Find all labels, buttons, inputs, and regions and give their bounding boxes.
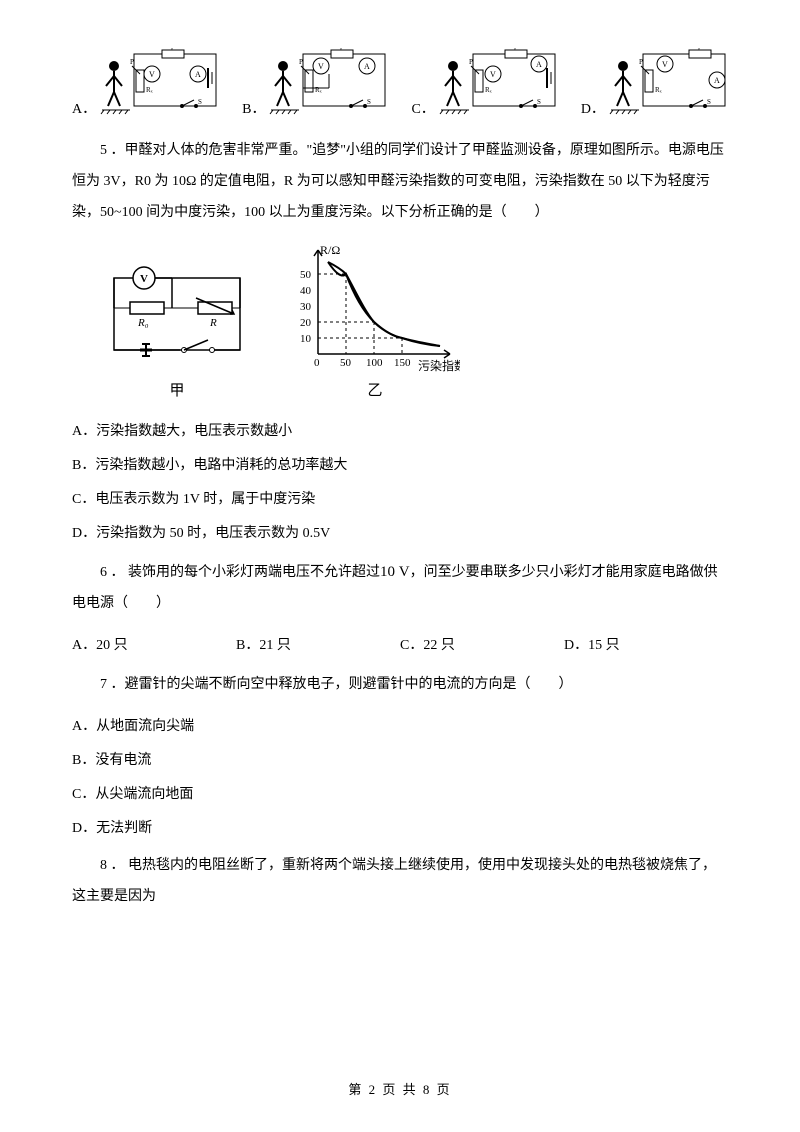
q5-stem: 5 ．甲醛对人体的危害非常严重。"追梦"小组的同学们设计了甲醛监测设备，原理如图…: [72, 136, 728, 228]
q7-stem: 7 ．避雷针的尖端不断向空中释放电子，则避雷针中的电流的方向是（ ）: [72, 670, 728, 701]
q4-opt-d-label: D．: [581, 98, 605, 118]
svg-text:Rₓ: Rₓ: [655, 86, 663, 94]
q5-graph-caption: 乙: [290, 379, 460, 400]
svg-text:R: R: [209, 317, 217, 329]
svg-text:Rₓ: Rₓ: [485, 86, 493, 94]
svg-text:Rₓ: Rₓ: [315, 86, 323, 94]
svg-text:R₀: R₀: [335, 48, 343, 50]
q5-graph-figure: R/Ω 污染指数 10 20 30 40 50 0 50 100 150: [290, 244, 460, 400]
q4-circuit-b-icon: R₀ V A P Rₓ S: [269, 48, 389, 118]
svg-text:S: S: [198, 98, 202, 106]
svg-text:V: V: [140, 273, 148, 285]
q6-opt-a: A．20 只: [72, 634, 236, 654]
q7-opt-d: D．无法判断: [72, 817, 728, 837]
svg-text:20: 20: [300, 317, 312, 329]
q4-circuit-c-icon: R₀ V A P Rₓ S: [439, 48, 559, 118]
q5-circuit-figure: V R₀ R: [102, 264, 252, 400]
svg-text:A: A: [364, 62, 370, 71]
q5-circuit-caption: 甲: [102, 379, 252, 400]
q6-opt-b: B．21 只: [236, 634, 400, 654]
svg-text:P: P: [299, 58, 303, 66]
q5-circuit-icon: V R₀ R: [102, 264, 252, 374]
q4-opt-c-label: C．: [411, 98, 434, 118]
q5-opt-a: A．污染指数越大，电压表示数越小: [72, 420, 728, 440]
svg-text:S: S: [707, 98, 711, 106]
svg-text:P: P: [469, 58, 473, 66]
svg-text:V: V: [318, 62, 324, 71]
q6-stem-a: 6 ． 装饰用的每个小彩灯两端电压不允许超过: [100, 565, 380, 580]
svg-text:10: 10: [300, 333, 312, 345]
q7-opt-b: B．没有电流: [72, 749, 728, 769]
svg-text:P: P: [130, 58, 134, 66]
q5-ylabel: R/Ω: [320, 244, 340, 257]
q4-options-row: A． R₀ V A: [72, 48, 728, 118]
svg-text:R₀: R₀: [166, 48, 174, 50]
svg-text:A: A: [195, 70, 201, 79]
svg-text:A: A: [714, 76, 720, 85]
svg-text:Rₓ: Rₓ: [146, 86, 154, 94]
q4-option-d: D． R₀ V A P Rₓ S: [581, 48, 729, 118]
svg-text:S: S: [537, 98, 541, 106]
q5-options: A．污染指数越大，电压表示数越小 B．污染指数越小，电路中消耗的总功率越大 C．…: [72, 420, 728, 542]
svg-text:P: P: [639, 58, 643, 66]
svg-text:50: 50: [300, 269, 312, 281]
q6-stem: 6 ． 装饰用的每个小彩灯两端电压不允许超过10 V，问至少要串联多少只小彩灯才…: [72, 556, 728, 620]
svg-text:V: V: [490, 70, 496, 79]
q6-options: A．20 只 B．21 只 C．22 只 D．15 只: [72, 634, 728, 654]
svg-text:R₀: R₀: [509, 48, 517, 50]
q6-stem-b: 10 V: [380, 564, 410, 580]
q5-figures: V R₀ R: [102, 244, 728, 400]
q7-options: A．从地面流向尖端 B．没有电流 C．从尖端流向地面 D．无法判断: [72, 715, 728, 837]
q4-circuit-d-icon: R₀ V A P Rₓ S: [609, 48, 729, 118]
q4-option-a: A． R₀ V A: [72, 48, 220, 118]
q5-opt-b: B．污染指数越小，电路中消耗的总功率越大: [72, 454, 728, 474]
q5-xlabel: 污染指数: [418, 358, 460, 373]
svg-text:40: 40: [300, 285, 312, 297]
q4-option-c: C． R₀ V A P Rₓ: [411, 48, 558, 118]
svg-text:100: 100: [366, 357, 383, 369]
svg-text:R₀: R₀: [137, 317, 149, 329]
svg-text:A: A: [536, 60, 542, 69]
svg-text:0: 0: [314, 357, 320, 369]
q8-stem: 8 ． 电热毯内的电阻丝断了，重新将两个端头接上继续使用，使用中发现接头处的电热…: [72, 851, 728, 913]
q5-opt-c: C．电压表示数为 1V 时，属于中度污染: [72, 488, 728, 508]
svg-text:50: 50: [340, 357, 352, 369]
svg-text:V: V: [662, 60, 668, 69]
q6-opt-c: C．22 只: [400, 634, 564, 654]
q7-opt-c: C．从尖端流向地面: [72, 783, 728, 803]
q5-graph-icon: R/Ω 污染指数 10 20 30 40 50 0 50 100 150: [290, 244, 460, 374]
svg-text:V: V: [149, 70, 155, 79]
q6-opt-d: D．15 只: [564, 634, 728, 654]
page-footer: 第 2 页 共 8 页: [0, 1079, 800, 1098]
q4-opt-b-label: B．: [242, 98, 265, 118]
svg-text:30: 30: [300, 301, 312, 313]
q4-option-b: B． R₀ V A P Rₓ: [242, 48, 389, 118]
q4-circuit-a-icon: R₀ V A P Rₓ S: [100, 48, 220, 118]
svg-text:R₀: R₀: [693, 48, 701, 50]
q7-opt-a: A．从地面流向尖端: [72, 715, 728, 735]
q5-opt-d: D．污染指数为 50 时，电压表示数为 0.5V: [72, 522, 728, 542]
svg-text:150: 150: [394, 357, 411, 369]
svg-text:S: S: [367, 98, 371, 106]
q4-opt-a-label: A．: [72, 98, 96, 118]
